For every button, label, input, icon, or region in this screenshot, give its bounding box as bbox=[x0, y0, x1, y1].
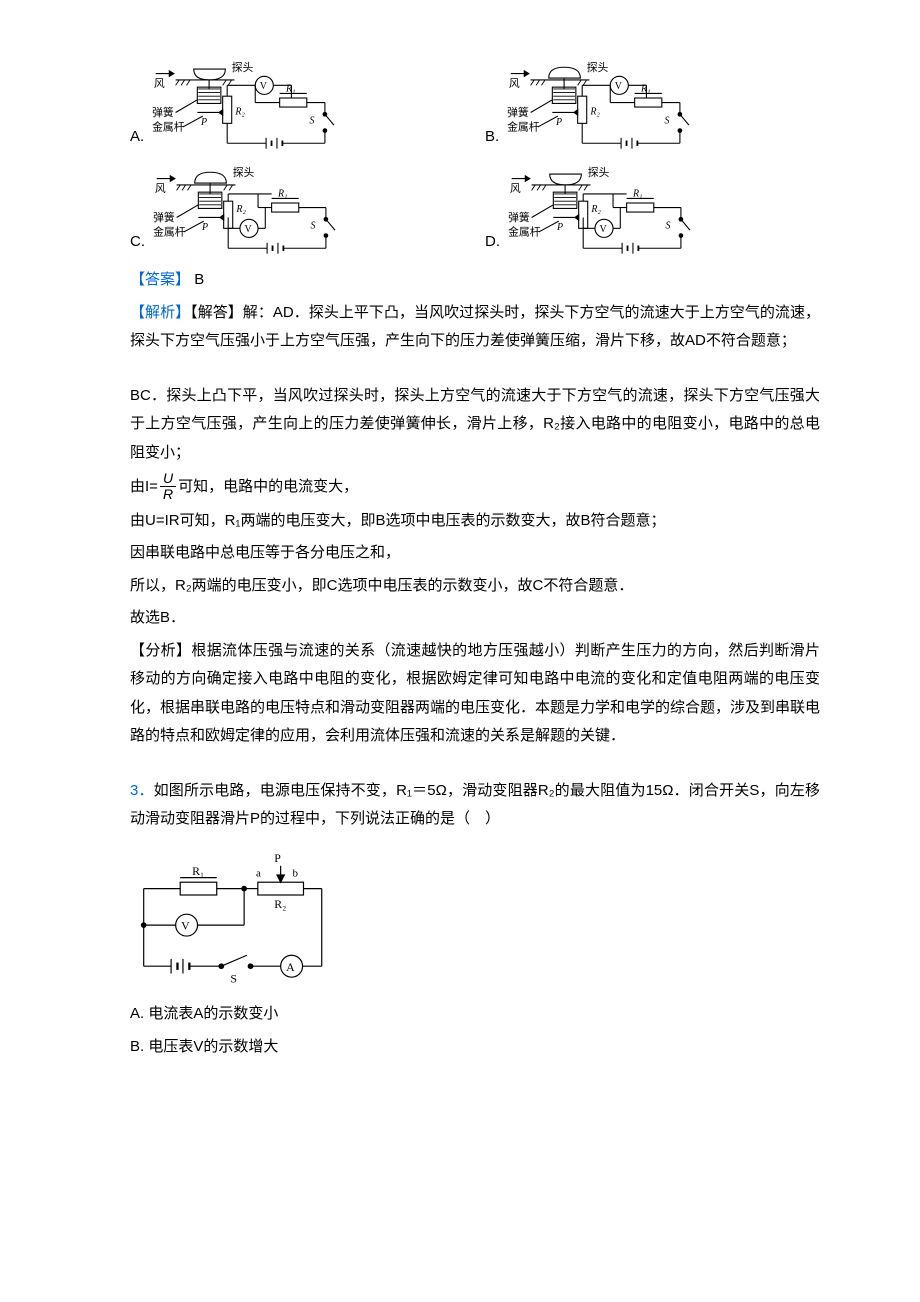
option-d-cell: D. 探头 风 弹簧 金属杆 P R₂ bbox=[485, 165, 820, 260]
svg-text:V: V bbox=[244, 224, 252, 235]
options-grid: A. 探头 风 弹簧 金属杆 bbox=[130, 60, 820, 260]
q3-option-b: B. 电压表V的示数增大 bbox=[130, 1033, 820, 1062]
svg-text:P: P bbox=[201, 222, 208, 233]
analysis-para: 【分析】根据流体压强与流速的关系（流速越快的地方压强越小）判断产生压力的方向，然… bbox=[130, 637, 820, 751]
option-c-label: C. bbox=[130, 228, 145, 261]
svg-text:金属杆: 金属杆 bbox=[153, 225, 186, 239]
option-a-cell: A. 探头 风 弹簧 金属杆 bbox=[130, 60, 465, 155]
option-b-label: B. bbox=[485, 123, 499, 156]
option-b-cell: B. 探头 风 弹簧 金属杆 P R₂ bbox=[485, 60, 820, 155]
svg-text:R₁: R₁ bbox=[277, 189, 288, 200]
q3-text: 如图所示电路，电源电压保持不变，R₁＝5Ω，滑动变阻器R₂的最大阻值为15Ω．闭… bbox=[130, 782, 820, 828]
option-d-label: D. bbox=[485, 228, 500, 261]
svg-text:风: 风 bbox=[510, 182, 521, 195]
svg-text:V: V bbox=[615, 81, 623, 92]
svg-text:P: P bbox=[555, 117, 562, 128]
svg-text:弹簧: 弹簧 bbox=[508, 210, 530, 224]
explanation-p5: 因串联电路中总电压等于各分电压之和， bbox=[130, 539, 820, 568]
analysis-tag: 【分析】 bbox=[130, 642, 191, 659]
svg-text:V: V bbox=[599, 224, 607, 235]
svg-text:金属杆: 金属杆 bbox=[152, 120, 185, 134]
explanation-p4: 由U=IR可知，R₁两端的电压变大，即B选项中电压表的示数变大，故B符合题意； bbox=[130, 507, 820, 536]
svg-text:S: S bbox=[666, 220, 671, 231]
explanation-p6: 所以，R₂两端的电压变小，即C选项中电压表的示数变小，故C不符合题意． bbox=[130, 572, 820, 601]
svg-text:P: P bbox=[556, 222, 563, 233]
option-a-label: A. bbox=[130, 123, 144, 156]
answer-value: B bbox=[194, 271, 204, 288]
svg-text:风: 风 bbox=[155, 182, 166, 195]
svg-text:R₂: R₂ bbox=[274, 897, 286, 911]
svg-text:风: 风 bbox=[154, 77, 165, 90]
svg-text:探头: 探头 bbox=[232, 61, 254, 74]
svg-text:探头: 探头 bbox=[588, 166, 610, 179]
svg-text:风: 风 bbox=[509, 77, 520, 90]
circuit-diagram-b: 探头 风 弹簧 金属杆 P R₂ V bbox=[503, 60, 703, 155]
circuit-diagram-d: 探头 风 弹簧 金属杆 P R₂ R₁ bbox=[504, 165, 704, 260]
option-c-cell: C. 探头 风 弹簧 金属杆 P R₂ bbox=[130, 165, 465, 260]
svg-text:R₁: R₁ bbox=[640, 84, 651, 95]
explanation-p3: 由I=UR可知，电路中的电流变大， bbox=[130, 471, 820, 503]
circuit-diagram-c: 探头 风 弹簧 金属杆 P R₂ R₁ bbox=[149, 165, 349, 260]
q3-number: 3． bbox=[130, 782, 154, 799]
svg-text:V: V bbox=[260, 81, 268, 92]
svg-text:金属杆: 金属杆 bbox=[507, 120, 540, 134]
svg-text:A: A bbox=[286, 960, 295, 974]
svg-text:S: S bbox=[665, 115, 670, 126]
q3-circuit-diagram: R₁ P a b R₂ V S A bbox=[130, 846, 340, 986]
explanation-p1: 【解析】【解答】解：AD．探头上平下凸，当风吹过探头时，探头下方空气的流速大于上… bbox=[130, 299, 820, 356]
q3-stem: 3．如图所示电路，电源电压保持不变，R₁＝5Ω，滑动变阻器R₂的最大阻值为15Ω… bbox=[130, 777, 820, 834]
svg-text:R₂: R₂ bbox=[590, 204, 601, 215]
svg-text:弹簧: 弹簧 bbox=[507, 105, 529, 119]
q3-option-a: A. 电流表A的示数变小 bbox=[130, 1000, 820, 1029]
explanation-p7: 故选B． bbox=[130, 604, 820, 633]
svg-text:弹簧: 弹簧 bbox=[152, 105, 174, 119]
fraction-u-over-r: UR bbox=[160, 471, 176, 503]
svg-text:V: V bbox=[181, 918, 190, 932]
svg-text:S: S bbox=[311, 220, 316, 231]
svg-text:P: P bbox=[200, 117, 207, 128]
svg-text:R₁: R₁ bbox=[632, 189, 643, 200]
svg-text:探头: 探头 bbox=[233, 166, 255, 179]
svg-text:金属杆: 金属杆 bbox=[508, 225, 541, 239]
svg-text:R₂: R₂ bbox=[235, 204, 246, 215]
explanation-prefix: 【解答】解：AD．探头上平下凸，当风吹过探头时，探头下方空气的流速大于上方空气的… bbox=[130, 304, 820, 350]
svg-text:R₂: R₂ bbox=[235, 106, 246, 117]
explanation-p2: BC．探头上凸下平，当风吹过探头时，探头上方空气的流速大于下方空气的流速，探头下… bbox=[130, 382, 820, 468]
circuit-diagram-a: 探头 风 弹簧 金属杆 P bbox=[148, 60, 348, 155]
svg-text:b: b bbox=[293, 868, 299, 880]
explanation-tag: 【解析】 bbox=[130, 304, 190, 321]
answer-tag: 【答案】 bbox=[130, 271, 190, 288]
svg-text:a: a bbox=[256, 868, 261, 880]
svg-text:弹簧: 弹簧 bbox=[153, 210, 175, 224]
svg-text:R₁: R₁ bbox=[192, 864, 204, 878]
svg-text:R₁: R₁ bbox=[285, 84, 296, 95]
p3b: 可知，电路中的电流变大， bbox=[178, 478, 358, 495]
svg-text:P: P bbox=[274, 851, 281, 865]
svg-text:S: S bbox=[310, 115, 315, 126]
svg-text:探头: 探头 bbox=[587, 61, 609, 74]
p3a: 由I= bbox=[130, 478, 158, 495]
analysis-text: 根据流体压强与流速的关系（流速越快的地方压强越小）判断产生压力的方向，然后判断滑… bbox=[130, 642, 820, 745]
svg-text:S: S bbox=[230, 971, 237, 985]
answer-line: 【答案】 B bbox=[130, 266, 820, 295]
svg-text:R₂: R₂ bbox=[590, 106, 601, 117]
